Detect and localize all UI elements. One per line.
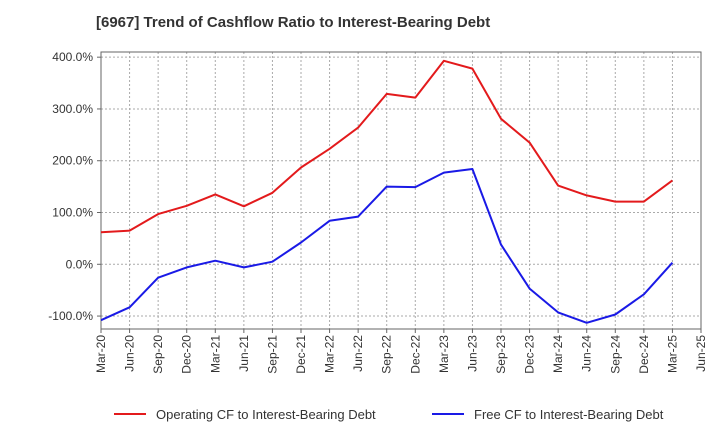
series-lines <box>100 59 674 324</box>
x-tick-label: Jun-21 <box>237 335 251 372</box>
series-line <box>100 59 673 234</box>
y-tick-label: 300.0% <box>52 102 93 116</box>
x-tick-label: Mar-22 <box>323 335 337 373</box>
x-tick-label: Mar-25 <box>665 335 679 373</box>
x-tick-label: Dec-23 <box>523 335 537 374</box>
plot-area-border <box>100 51 702 330</box>
y-tick-label: 0.0% <box>66 257 94 271</box>
x-tick-label: Sep-22 <box>380 335 394 374</box>
x-tick-label: Dec-22 <box>408 335 422 374</box>
x-tick-label: Sep-21 <box>265 335 279 374</box>
x-tick-label: Jun-20 <box>123 335 137 372</box>
x-axis-ticks: Mar-20 Jun-20 Sep-20 Dec-20 Mar-21 Jun-21 Sep-… <box>94 329 708 374</box>
legend: Operating CF to Interest-Bearing Debt Fre… <box>114 407 664 422</box>
x-tick-label: Mar-23 <box>437 335 451 373</box>
x-tick-label: Sep-20 <box>151 335 165 374</box>
x-tick-label: Jun-25 <box>694 335 708 372</box>
legend-label: Free CF to Interest-Bearing Debt <box>474 407 664 422</box>
x-tick-label: Dec-24 <box>637 335 651 374</box>
legend-label: Operating CF to Interest-Bearing Debt <box>156 407 376 422</box>
x-tick-label: Mar-24 <box>551 335 565 373</box>
x-tick-label: Sep-24 <box>608 335 622 374</box>
y-axis-ticks: -100.0% 0.0% 100.0% 200.0% 300.0% 400.0% <box>48 50 101 323</box>
x-tick-label: Dec-20 <box>180 335 194 374</box>
x-tick-label: Jun-23 <box>465 335 479 372</box>
x-tick-label: Mar-21 <box>208 335 222 373</box>
series-line <box>100 168 674 324</box>
x-tick-label: Jun-22 <box>351 335 365 372</box>
x-tick-label: Mar-20 <box>94 335 108 373</box>
y-tick-label: 100.0% <box>52 206 93 220</box>
y-tick-label: -100.0% <box>48 309 93 323</box>
x-tick-label: Jun-24 <box>580 335 594 372</box>
x-tick-label: Dec-21 <box>294 335 308 374</box>
y-tick-label: 200.0% <box>52 154 93 168</box>
grid-lines <box>101 52 701 329</box>
y-tick-label: 400.0% <box>52 50 93 64</box>
chart-title: [6967] Trend of Cashflow Ratio to Intere… <box>96 14 491 31</box>
x-tick-label: Sep-23 <box>494 335 508 374</box>
